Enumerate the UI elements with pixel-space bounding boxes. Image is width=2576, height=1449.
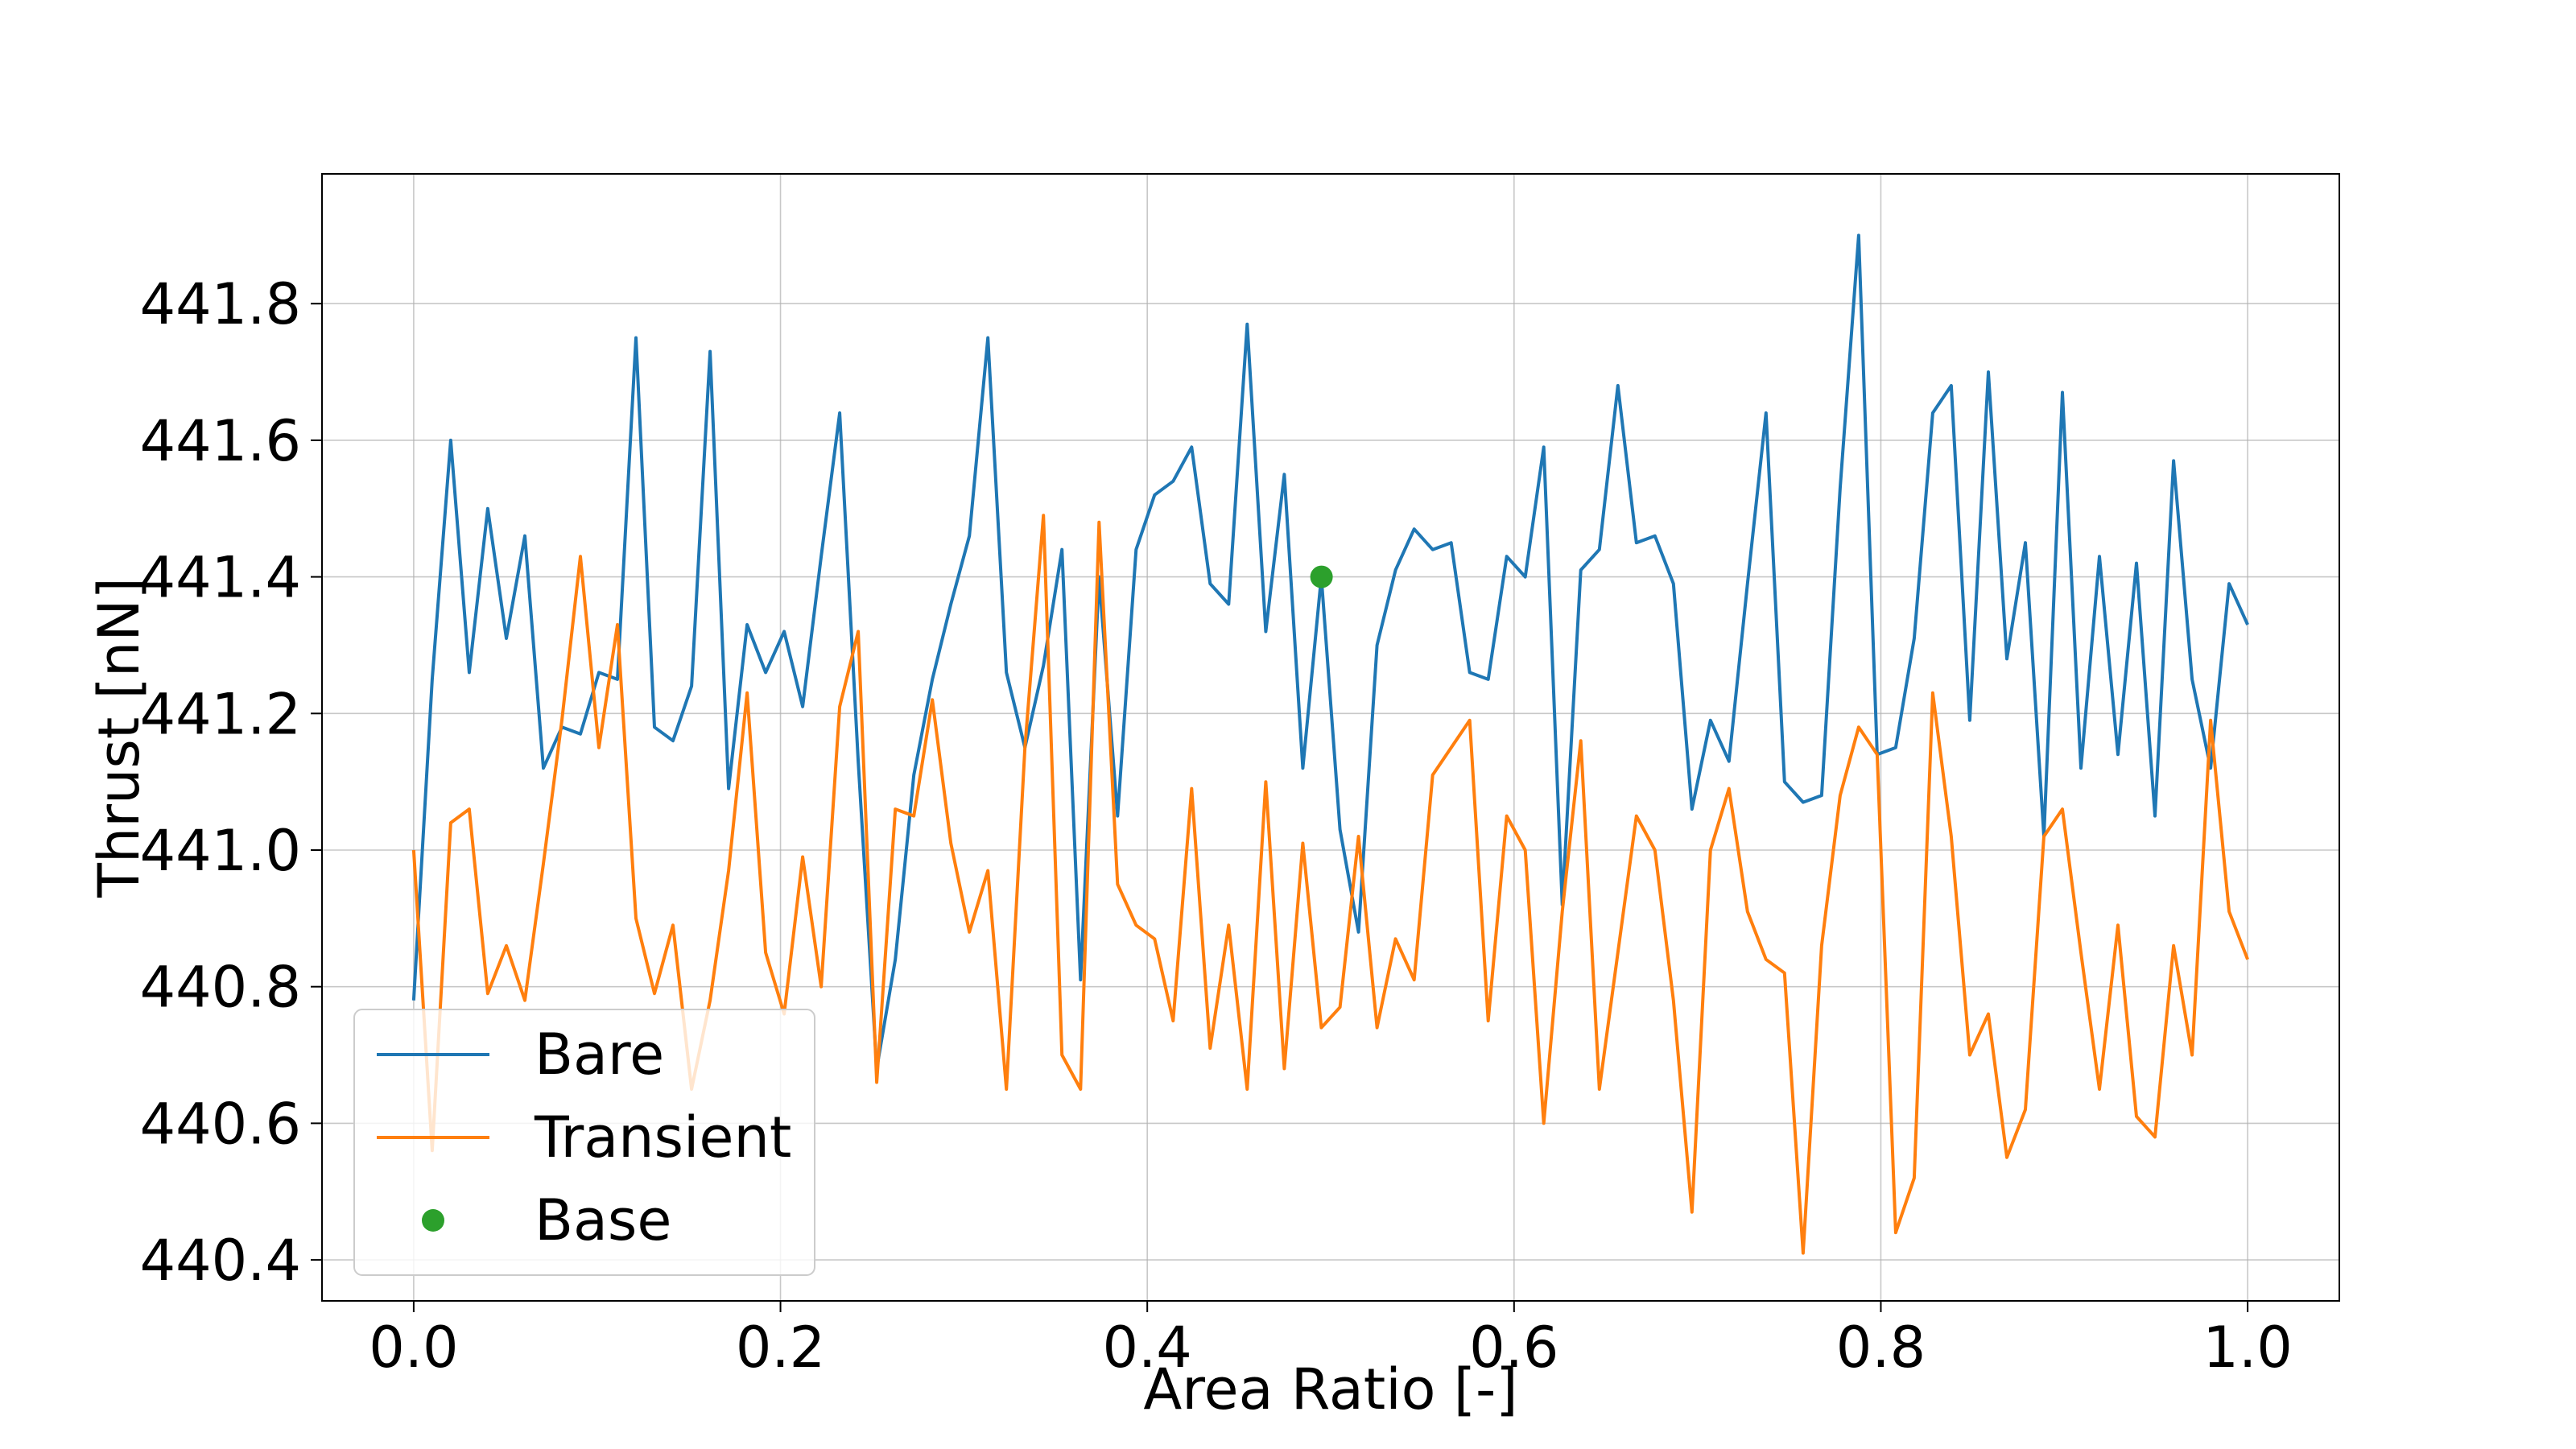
legend-label-base: Base [535, 1187, 671, 1253]
x-tick-label: 0.8 [1836, 1315, 1926, 1381]
y-tick-label: 441.0 [140, 818, 301, 884]
legend: Bare Transient Base [353, 1009, 815, 1276]
x-tick-label: 1.0 [2202, 1315, 2292, 1381]
series-line-transient [411, 514, 2249, 1255]
legend-frame [353, 1009, 815, 1276]
y-tick-label: 441.4 [140, 545, 301, 611]
y-tick-label: 441.6 [140, 408, 301, 474]
y-axis-label: Thrust [nN] [86, 577, 152, 898]
series-lines [411, 233, 2249, 1255]
x-tick-label: 0.2 [736, 1315, 825, 1381]
series-line-bare [411, 233, 2249, 1071]
x-axis-label: Area Ratio [-] [1143, 1356, 1517, 1422]
x-axis-ticks: 0.0 0.2 0.4 0.6 0.8 1.0 [369, 1301, 2293, 1381]
y-axis-ticks: 440.4 440.6 440.8 441.0 441.2 441.4 441.6 441.8 [140, 271, 322, 1294]
legend-swatch-base [422, 1209, 444, 1232]
x-tick-label: 0.0 [369, 1315, 458, 1381]
legend-label-transient: Transient [534, 1104, 791, 1170]
y-tick-label: 441.2 [140, 681, 301, 747]
series-point-base [1310, 565, 1333, 588]
y-tick-label: 440.4 [140, 1228, 301, 1294]
y-tick-label: 440.6 [140, 1091, 301, 1157]
x-tick-label: 0.6 [1469, 1315, 1558, 1381]
legend-label-bare: Bare [535, 1022, 664, 1088]
y-tick-label: 441.8 [140, 271, 301, 337]
x-tick-label: 0.4 [1103, 1315, 1192, 1381]
y-tick-label: 440.8 [140, 955, 301, 1021]
plot-frame [321, 173, 2340, 1302]
